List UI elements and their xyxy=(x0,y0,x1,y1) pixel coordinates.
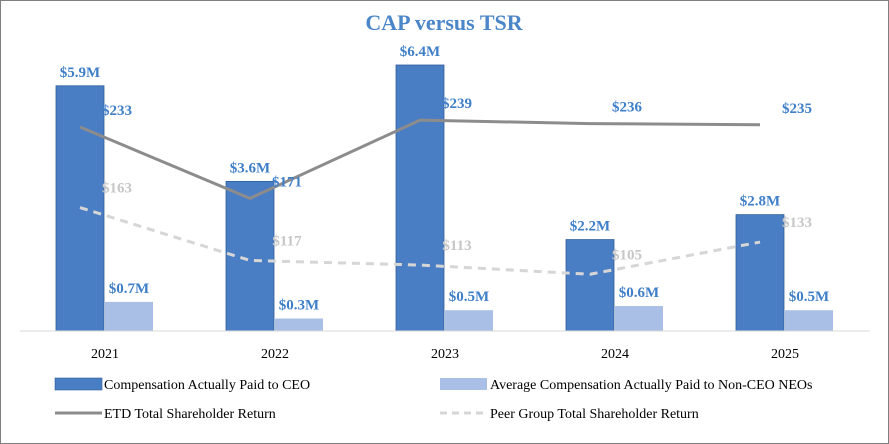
peer-tsr-label-2025: $133 xyxy=(782,215,812,231)
legend-ceo-label: Compensation Actually Paid to CEO xyxy=(104,378,310,393)
peer-tsr-label-2023: $113 xyxy=(442,238,471,254)
ceo-bar-label-2025: $2.8M xyxy=(740,194,780,210)
bars-layer xyxy=(55,64,833,332)
legend-neo-swatch xyxy=(440,378,487,390)
ceo-bar-label-2022: $3.6M xyxy=(230,160,270,176)
neo-bar-2023 xyxy=(445,310,493,331)
neo-bar-2021 xyxy=(105,301,153,331)
ceo-bar-2024 xyxy=(565,239,615,332)
neo-bar-label-2024: $0.6M xyxy=(619,285,659,301)
ceo-bar-label-2021: $5.9M xyxy=(60,65,100,81)
neo-bar-label-2023: $0.5M xyxy=(449,289,489,305)
x-tick-2025: 2025 xyxy=(771,347,799,362)
peer-tsr-label-2024: $105 xyxy=(612,247,642,263)
data-labels-layer: $5.9M $0.7M $3.6M $0.3M $6.4M $0.5M $2.2M $0.6M… xyxy=(60,44,829,314)
x-tick-2024: 2024 xyxy=(601,347,629,362)
legend-peer-label: Peer Group Total Shareholder Return xyxy=(490,407,699,422)
legend-etd-label: ETD Total Shareholder Return xyxy=(104,407,276,422)
legend: Compensation Actually Paid to CEO Averag… xyxy=(54,377,812,422)
x-tick-2021: 2021 xyxy=(91,347,119,362)
etd-tsr-label-2022: $171 xyxy=(272,174,302,190)
legend-ceo-swatch xyxy=(54,377,103,391)
peer-tsr-label-2021: $163 xyxy=(102,181,132,197)
etd-tsr-label-2023: $239 xyxy=(442,96,472,112)
etd-tsr-label-2025: $235 xyxy=(782,101,812,117)
legend-neo-label: Average Compensation Actually Paid to No… xyxy=(490,378,812,393)
ceo-bar-label-2023: $6.4M xyxy=(400,44,440,60)
etd-tsr-label-2021: $233 xyxy=(102,103,132,119)
ceo-bar-label-2024: $2.2M xyxy=(570,219,610,235)
x-tick-2023: 2023 xyxy=(431,347,459,362)
neo-bar-label-2022: $0.3M xyxy=(279,298,319,314)
neo-bar-2025 xyxy=(785,310,833,331)
x-tick-2022: 2022 xyxy=(261,347,289,362)
neo-bar-label-2025: $0.5M xyxy=(789,289,829,305)
neo-bar-2024 xyxy=(615,306,663,331)
peer-tsr-line xyxy=(79,206,761,276)
x-axis-ticks: 2021 2022 2023 2024 2025 xyxy=(91,347,799,362)
lines-layer xyxy=(79,118,761,276)
neo-bar-2022 xyxy=(275,318,323,331)
ceo-bar-2023 xyxy=(395,64,445,332)
ceo-bar-2025 xyxy=(735,214,785,332)
etd-tsr-label-2024: $236 xyxy=(612,100,643,116)
peer-tsr-label-2022: $117 xyxy=(272,233,302,249)
neo-bar-label-2021: $0.7M xyxy=(109,281,149,297)
chart-title: CAP versus TSR xyxy=(365,10,523,35)
